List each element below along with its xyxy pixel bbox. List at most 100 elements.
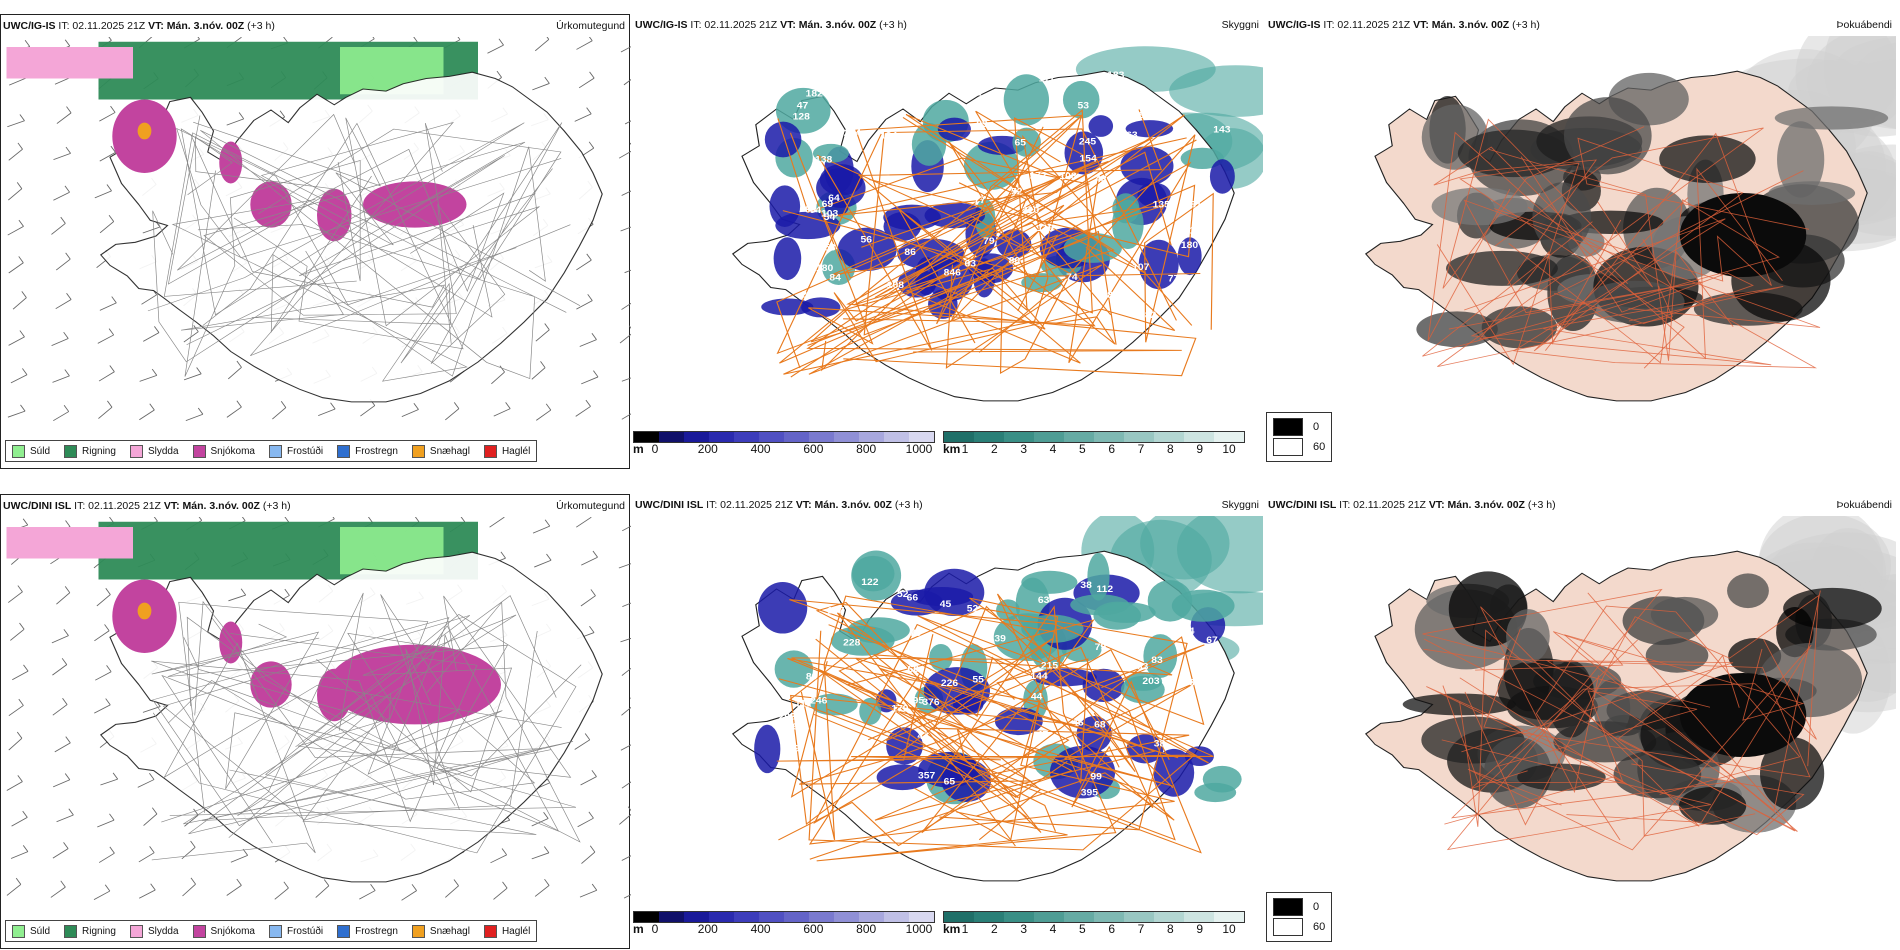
legend-swatch [483,924,497,938]
cloud-base-label: 56 [861,235,873,245]
init-time: IT: 02.11.2025 21Z [58,20,146,32]
panel-precip-type-dini: UWC/DINI ISL IT: 02.11.2025 21Z VT: Mán.… [0,494,631,949]
colorbar-tick-label: 8 [1166,922,1174,936]
panel-title: Úrkomutegund [556,500,625,512]
cloud-base-label: 214 [910,556,928,566]
cloud-base-label: 226 [941,678,959,688]
cloud-base-label: 179 [891,704,909,714]
cloud-base-label: 70 [910,629,922,639]
legend-item-rigning: Rigning [64,444,116,458]
legend-label: Frostregn [355,445,398,457]
cloud-base-label: 291 [801,290,819,300]
cloud-base-label: 183 [1107,71,1125,81]
legend-label: Snjókoma [210,925,255,937]
cloud-base-label: 383 [1178,678,1196,688]
cloud-base-label: 94 [810,205,822,215]
init-time: IT: 02.11.2025 21Z [706,499,793,511]
colorbar-cell [1184,432,1214,442]
colorbar-cell [1004,912,1034,922]
cloud-base-label: 89 [976,119,988,129]
colorbar-cell [1124,912,1154,922]
panel-title: Skyggni [1221,499,1259,511]
legend-item-snjokoma: Snjókoma [192,444,255,458]
cloud-base-label: 65 [944,777,956,787]
fog-legend-max: 60 [1313,441,1326,453]
cloud-base-label: 55 [869,78,881,88]
colorbar-tick-label: 4 [1049,442,1057,456]
panel-precip-type-igis: UWC/IG-IS IT: 02.11.2025 21Z VT: Mán. 3.… [0,14,631,469]
cloud-base-label: 180 [816,264,834,274]
colorbar-tick-label: 2 [990,442,998,456]
colorbar-tick-label: 1000 [905,442,933,456]
colorbar-tick-label: 400 [750,442,771,456]
cloud-base-label: 194 [880,131,898,141]
cloud-base-label: 68 [1094,720,1106,730]
cloud-base-label: 163 [1120,130,1138,140]
colorbar-cell [974,912,1004,922]
colorbar-cell [809,432,834,442]
colorbar-cell [1184,912,1214,922]
cloud-base-label: 108 [1059,171,1077,181]
precip-type-legend: Súld Rigning Slydda Snjókoma Frostúði Frostre… [5,920,538,942]
colorbar-unit: km [943,922,961,936]
legend-item-haglel: Haglél [483,444,531,458]
cloud-base-label: 86 [904,247,916,257]
colorbar-tick-label: 9 [1196,922,1203,936]
legend-item-snaehagl: Snæhagl [411,444,470,458]
lead-time: (+3 h) [1512,19,1540,31]
panel-ceiling-vis-dini: UWC/DINI ISL IT: 02.11.2025 21Z VT: Mán.… [633,494,1263,949]
cloud-base-label: 44 [1031,692,1043,702]
colorbar-cell [734,432,759,442]
cloud-base-label: 52 [1011,187,1023,197]
cloud-base-label: 846 [944,268,962,278]
legend-label: Snjókoma [210,445,255,457]
colorbar-cell [1154,432,1184,442]
cloud-base-label: 83 [1151,655,1163,665]
colorbar-cell [1064,432,1094,442]
legend-swatch [483,444,497,458]
cloud-base-label: 99 [990,558,1002,568]
lead-time: (+3 h) [1527,499,1556,511]
legend-label: Haglél [501,445,531,457]
cloud-base-label: 99 [1090,772,1102,782]
cloud-base-label: 68 [792,722,804,732]
cloud-base-label: 45 [940,599,952,609]
model-name: UWC/IG-IS [635,19,688,31]
colorbar-tick-label: 3 [1020,922,1027,936]
fog-legend-top: 0 60 [1266,412,1333,462]
cloud-base-label: 82 [970,88,982,98]
init-time: IT: 02.11.2025 21Z [74,500,161,512]
cloud-base-label: 93 [805,205,817,215]
precip-type-map [1,517,631,912]
legend-swatch [12,444,25,458]
legend-swatch [411,924,425,938]
legend-item-frostudi: Frostúði [268,444,323,458]
colorbar-cell [659,912,684,922]
visibility-map: 95 179 47 47 38 99 52 46 45 67 68 44 60 52 55 99 79 70 85 6… [633,516,1263,911]
cloud-base-label: 203 [1142,676,1160,686]
legend-swatch [411,444,425,458]
cloud-base-label: 79 [983,236,995,246]
cloud-base-label: 81 [1190,200,1202,210]
colorbar-cell [759,432,784,442]
fog-map [1266,516,1896,911]
panel-title: Úrkomutegund [556,20,625,32]
colorbar-tick-label: 9 [1196,442,1203,456]
cloud-base-label: 108 [887,280,905,290]
cloud-base-label: 80 [1009,256,1021,266]
cloud-base-label: 77 [1168,274,1180,284]
cloud-base-label: 65 [1015,138,1027,148]
legend-label: Súld [30,925,51,937]
cloud-base-label: 85 [1026,555,1038,565]
cloud-base-label: 59 [1108,97,1120,107]
cloud-base-label: 226 [873,95,891,105]
cloud-base-label: 80 [806,672,818,682]
colorbar-cell [634,912,659,922]
legend-swatch [129,444,143,458]
cloud-base-label: 63 [964,259,976,269]
cloud-base-label: 69 [822,199,834,209]
colorbar-tick-label: 3 [1020,442,1027,456]
cloud-base-label: 196 [985,98,1003,108]
colorbar-cell [909,432,934,442]
legend-label: Rigning [82,925,116,937]
